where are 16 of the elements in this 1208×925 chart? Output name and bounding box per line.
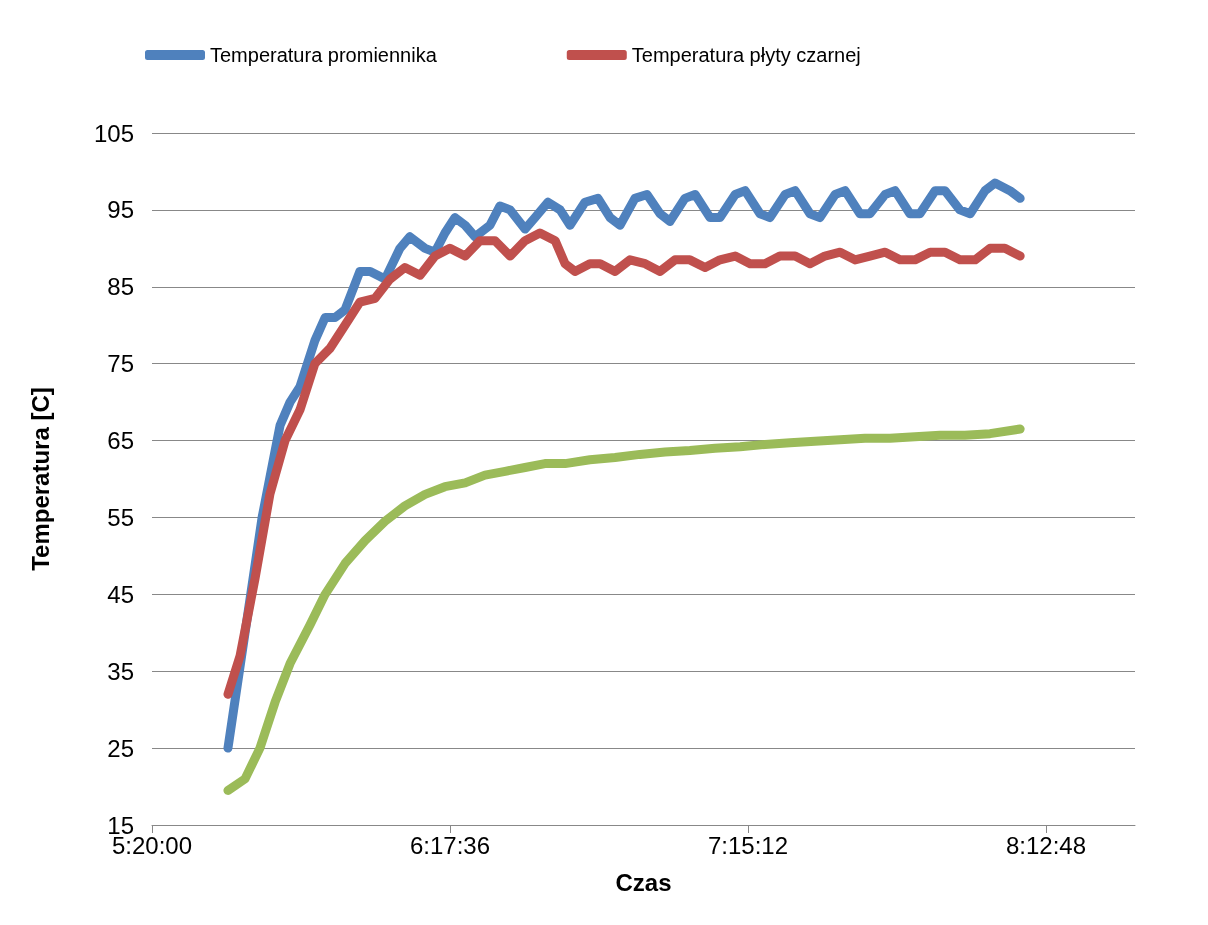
y-tick-label: 105 (93, 119, 134, 147)
legend-label: Temperatura płyty czarnej (631, 44, 861, 66)
y-tick-label: 25 (107, 734, 134, 762)
y-tick-label: 65 (107, 427, 134, 455)
y-tick-label: 35 (107, 657, 134, 685)
x-tick-label: 6:17:36 (409, 831, 491, 859)
legend-label: Temperatura promiennika (210, 44, 438, 66)
y-tick-label: 75 (107, 350, 134, 378)
y-tick-label: 95 (107, 196, 134, 224)
y-tick-label: 55 (107, 503, 134, 531)
x-axis-title: Czas (615, 868, 672, 896)
x-tick-label: 7:15:12 (707, 831, 789, 859)
x-tick-label: 8:12:48 (1005, 831, 1087, 859)
y-axis-title: Temperatura [C] (26, 387, 54, 571)
y-tick-label: 85 (107, 273, 134, 301)
y-tick-label: 45 (107, 580, 134, 608)
